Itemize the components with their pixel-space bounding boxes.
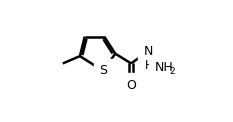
Text: O: O [126, 79, 136, 92]
Text: S: S [99, 64, 107, 77]
Text: H: H [144, 59, 153, 72]
Text: 2: 2 [169, 67, 175, 76]
Text: NH: NH [155, 61, 173, 74]
Text: N: N [144, 45, 153, 58]
